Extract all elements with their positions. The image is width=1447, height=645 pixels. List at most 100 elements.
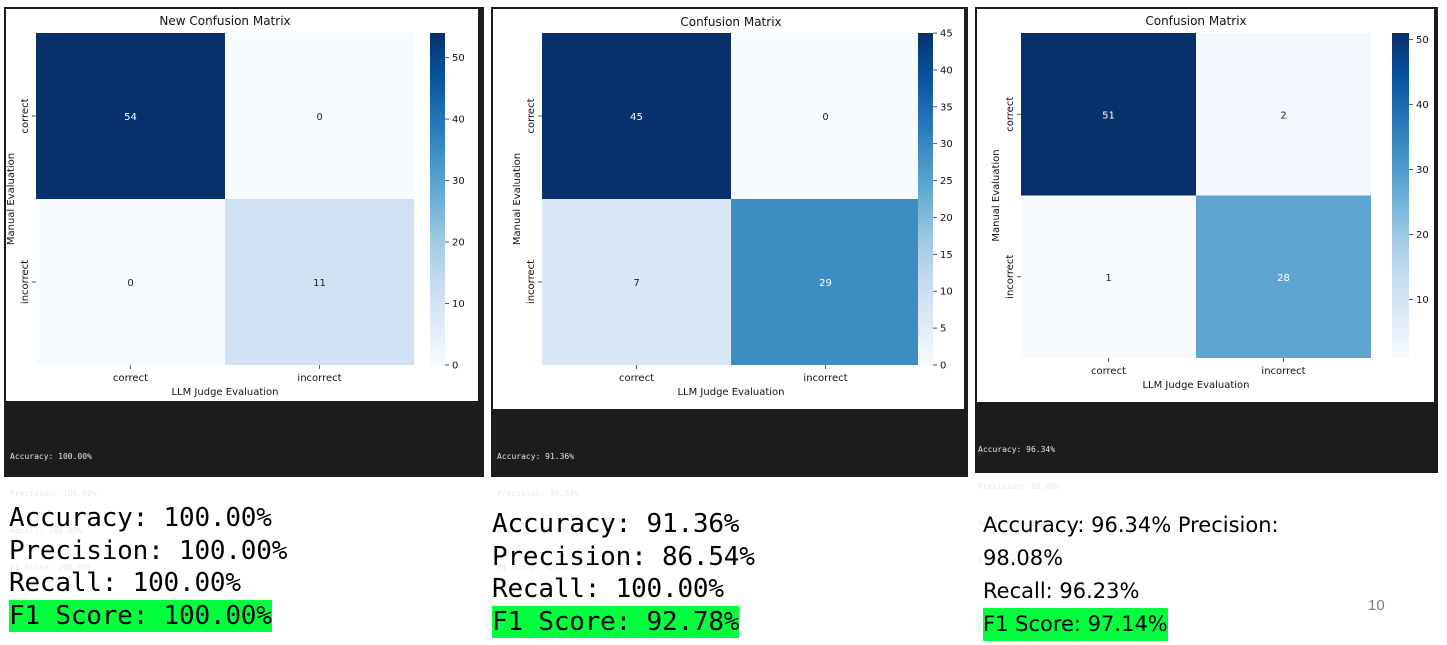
cell-value-label: 11 (313, 278, 326, 289)
confusion-matrix-chart-3: Confusion Matrix 51 2 1 28 correct incorrect co… (991, 14, 1429, 391)
chart-title: Confusion Matrix (1145, 14, 1246, 28)
cell-value-label: 0 (127, 278, 133, 289)
console-line: Recall: 100.00% (497, 526, 570, 536)
colorbar-tick-label: 30 (1416, 165, 1429, 176)
heatmap-cell (731, 199, 920, 365)
heatmap-cell (225, 199, 414, 365)
y-tick-label: incorrect (526, 260, 537, 304)
chart-panel-1: New Confusion Matrix 54 0 0 11 correct incorre… (4, 7, 484, 572)
precision-text: Precision: 86.54% (492, 541, 755, 572)
heatmap-cell (1021, 33, 1196, 196)
chart-panel-2: Confusion Matrix 45 0 7 29 correct incorrect co… (491, 7, 968, 572)
x-tick-label: correct (619, 373, 654, 384)
colorbar-tick-label: 30 (452, 176, 465, 187)
chart-panel-3: Confusion Matrix 51 2 1 28 correct incorrect co… (975, 7, 1438, 565)
console-output-2: Accuracy: 91.36% Precision: 86.54% Recal… (497, 426, 579, 600)
cell-value-label: 0 (822, 112, 828, 123)
heatmap-cell (731, 33, 920, 199)
y-tick-label: correct (526, 98, 537, 133)
chart-plot-3: Confusion Matrix 51 2 1 28 correct incorrect co… (977, 9, 1434, 402)
chart-title: Confusion Matrix (680, 15, 781, 29)
y-axis-label: Manual Evaluation (512, 153, 523, 245)
colorbar (918, 33, 933, 365)
console-line: Recall: 100.00% (10, 526, 83, 536)
console-output-1: Accuracy: 100.00% Precision: 100.00% Rec… (10, 426, 97, 600)
accuracy-text: Accuracy: 91.36% (492, 509, 740, 539)
console-line: Precision: 98.08% (978, 482, 1060, 492)
x-tick-label: incorrect (803, 373, 847, 384)
x-axis-label: LLM Judge Evaluation (171, 387, 278, 398)
accuracy-text: Accuracy: 100.00% (9, 503, 272, 533)
heatmap-cell (1196, 33, 1371, 196)
y-tick-label: incorrect (1005, 255, 1016, 299)
colorbar-tick-label: 25 (940, 176, 953, 187)
slide-number: 10 (1368, 597, 1385, 614)
colorbar-tick-label: 20 (940, 213, 953, 224)
heatmap-cell (36, 33, 225, 199)
cell-value-label: 28 (1277, 273, 1290, 284)
colorbar (430, 33, 445, 365)
x-axis-label: LLM Judge Evaluation (677, 387, 784, 398)
chart-plot-2: Confusion Matrix 45 0 7 29 correct incorrect co… (493, 9, 964, 409)
x-tick-label: incorrect (1261, 366, 1305, 377)
cell-value-label: 2 (1280, 110, 1286, 121)
colorbar-tick-label: 20 (1416, 230, 1429, 241)
chart-plot-1: New Confusion Matrix 54 0 0 11 correct incorre… (6, 9, 478, 401)
cell-value-label: 45 (630, 112, 643, 123)
colorbar-tick-label: 50 (452, 53, 465, 64)
console-line: Precision: 86.54% (497, 489, 579, 499)
x-tick-label: correct (1091, 366, 1126, 377)
heatmap-cell (1196, 195, 1371, 358)
console-line: Accuracy: 100.00% (10, 451, 92, 461)
x-tick-label: incorrect (297, 373, 341, 384)
cell-value-label: 7 (633, 278, 639, 289)
chart-title: New Confusion Matrix (159, 14, 290, 28)
colorbar-tick-label: 45 (940, 29, 953, 40)
heatmap-cell (225, 33, 414, 199)
colorbar-tick-label: 5 (940, 324, 946, 335)
console-output-3: Accuracy: 96.34% Precision: 98.08% Recal… (978, 419, 1060, 593)
precision-text: Precision: 100.00% (9, 535, 288, 566)
heatmap-cell (542, 199, 731, 365)
accuracy-precision-text: Accuracy: 96.34% Precision: (983, 513, 1279, 537)
cell-value-label: 1 (1105, 273, 1111, 284)
colorbar (1392, 33, 1409, 358)
y-tick-label: incorrect (20, 260, 31, 304)
colorbar-tick-label: 0 (452, 361, 458, 372)
cell-value-label: 0 (316, 112, 322, 123)
colorbar-tick-label: 10 (452, 299, 465, 310)
cell-value-label: 29 (819, 278, 832, 289)
precision-value-text: 98.08% (983, 546, 1064, 570)
y-tick-label: correct (1005, 97, 1016, 132)
colorbar-tick-label: 35 (940, 102, 953, 113)
console-line: F1 Score: 97.14% (978, 556, 1056, 566)
colorbar-tick-label: 0 (940, 361, 946, 372)
heatmap-cell (1021, 195, 1196, 358)
f1-score-highlight: F1 Score: 97.14% (983, 608, 1168, 641)
f1-score-highlight: F1 Score: 100.00% (9, 599, 272, 632)
console-line: Accuracy: 96.34% (978, 444, 1056, 454)
metrics-block-2: Accuracy: 91.36% Precision: 86.54% Recal… (492, 508, 755, 638)
colorbar-tick-label: 40 (940, 65, 953, 76)
confusion-matrix-chart-2: Confusion Matrix 45 0 7 29 correct incorrect co… (512, 15, 953, 398)
console-line: Precision: 100.00% (10, 489, 97, 499)
cell-value-label: 54 (124, 112, 137, 123)
heatmap-cell (542, 33, 731, 199)
colorbar-tick-label: 10 (940, 287, 953, 298)
confusion-matrix-chart-1: New Confusion Matrix 54 0 0 11 correct incorre… (6, 14, 465, 398)
console-line: F1 Score: 100.00% (10, 563, 92, 573)
console-line: Accuracy: 91.36% (497, 451, 575, 461)
recall-text: Recall: 100.00% (9, 568, 241, 598)
colorbar-tick-label: 40 (452, 115, 465, 126)
console-line: Recall: 96.23% (978, 519, 1046, 529)
heatmap-cell (36, 199, 225, 365)
colorbar-tick-label: 40 (1416, 100, 1429, 111)
colorbar-tick-label: 10 (1416, 295, 1429, 306)
y-axis-label: Manual Evaluation (991, 149, 1002, 241)
f1-score-highlight: F1 Score: 92.78% (492, 605, 740, 638)
recall-text: Recall: 96.23% (983, 579, 1140, 603)
metrics-block-3: Accuracy: 96.34% Precision: 98.08% Recal… (983, 509, 1279, 641)
x-tick-label: correct (113, 373, 148, 384)
y-axis-label: Manual Evaluation (6, 153, 17, 245)
x-axis-label: LLM Judge Evaluation (1142, 380, 1249, 391)
